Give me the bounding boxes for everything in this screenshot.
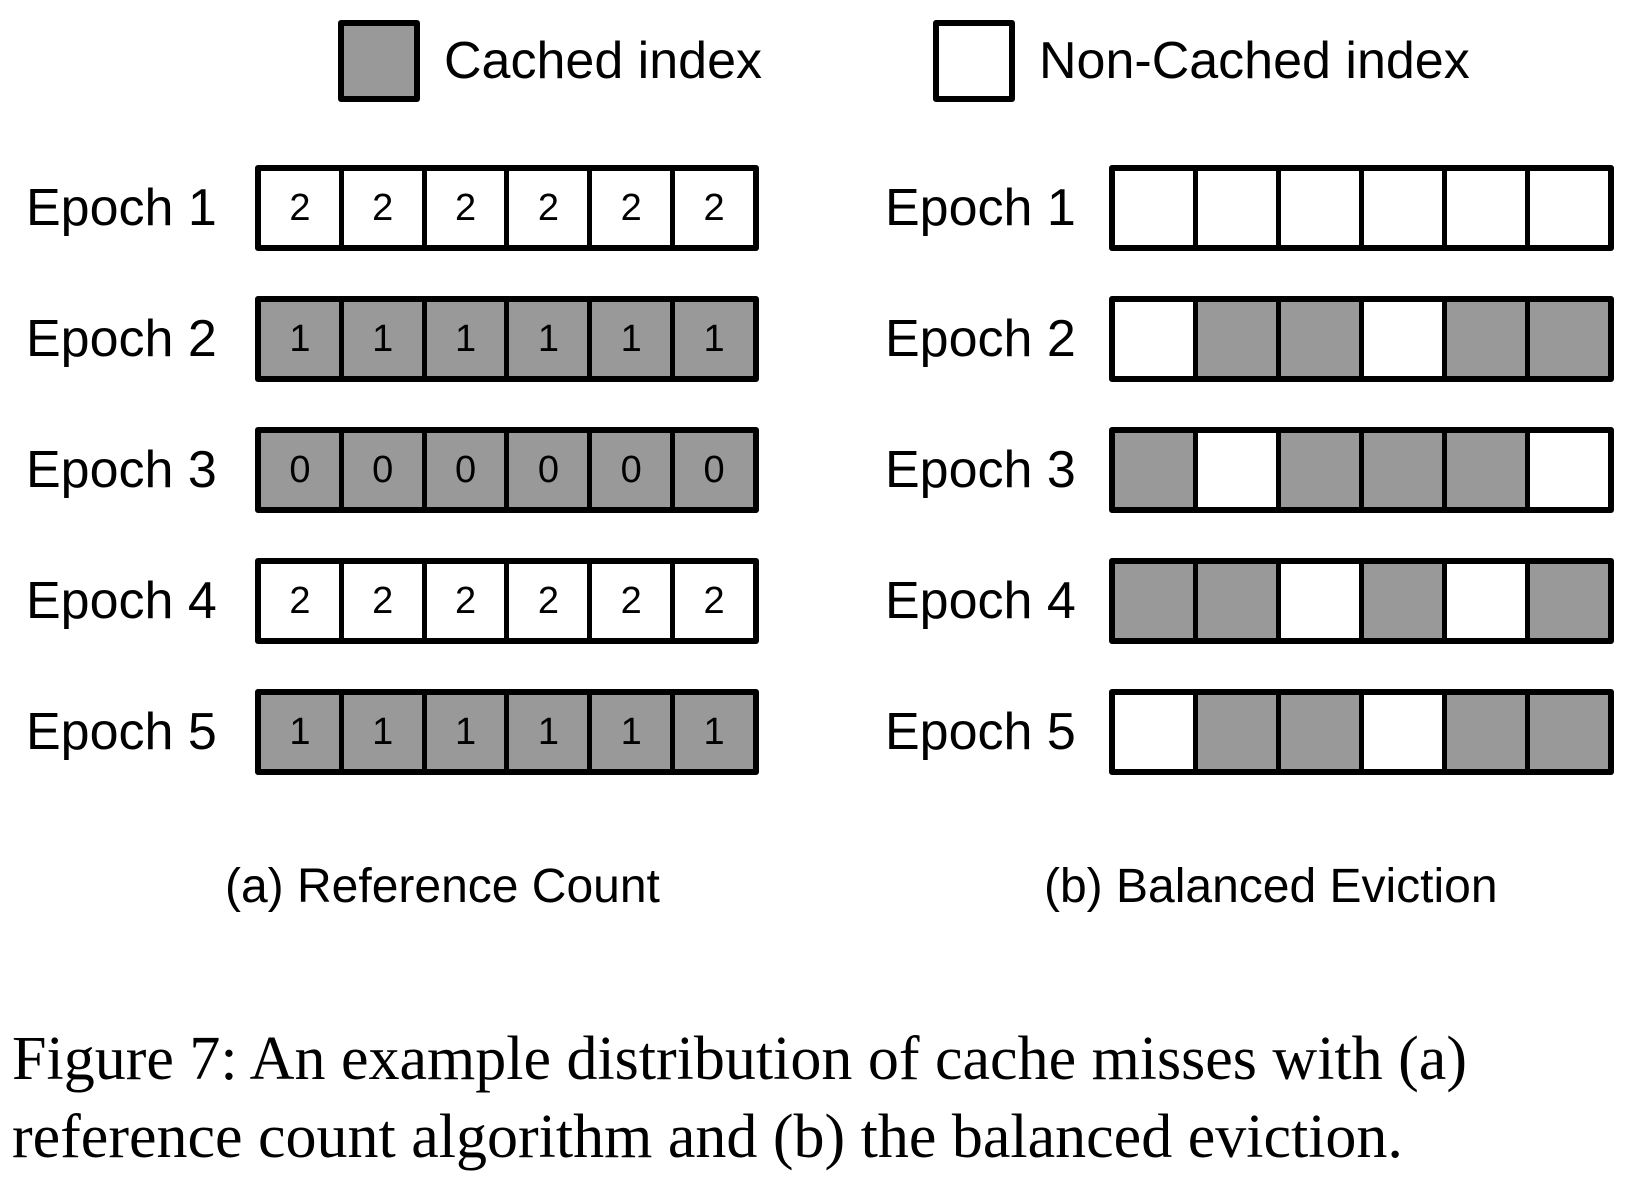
cached-index-cell: 1 (421, 302, 505, 376)
cached-index-cell (1442, 695, 1525, 769)
noncached-index-cell: 2 (587, 171, 671, 245)
epoch-label: Epoch 3 (26, 441, 217, 499)
cached-index-cell: 1 (261, 302, 339, 376)
legend-cached: Cached index (338, 18, 762, 104)
index-cell-strip (1109, 558, 1614, 644)
noncached-index-cell (1115, 695, 1193, 769)
cached-index-cell (1276, 695, 1359, 769)
noncached-index-cell: 2 (670, 171, 753, 245)
epoch-row: Epoch 2 (885, 296, 1627, 382)
epoch-row: Epoch 4 (885, 558, 1627, 644)
cached-index-cell (1525, 695, 1608, 769)
epoch-label: Epoch 2 (26, 310, 217, 368)
noncached-index-cell (1359, 302, 1442, 376)
cached-index-cell: 0 (421, 433, 505, 507)
legend-cached-swatch (338, 20, 420, 102)
noncached-index-cell: 2 (338, 171, 422, 245)
legend-cached-label: Cached index (444, 32, 762, 90)
noncached-index-cell: 2 (670, 564, 753, 638)
cached-index-cell: 1 (338, 302, 422, 376)
epoch-label: Epoch 5 (885, 703, 1076, 761)
cached-index-cell (1193, 302, 1276, 376)
cached-index-cell: 1 (670, 302, 753, 376)
cached-index-cell (1442, 302, 1525, 376)
noncached-index-cell (1442, 564, 1525, 638)
cached-index-cell: 0 (587, 433, 671, 507)
noncached-index-cell: 2 (504, 171, 588, 245)
index-cell-strip (1109, 427, 1614, 513)
noncached-index-cell: 2 (261, 171, 339, 245)
epoch-label: Epoch 2 (885, 310, 1076, 368)
noncached-index-cell (1359, 171, 1442, 245)
cached-index-cell: 1 (587, 302, 671, 376)
cached-index-cell (1193, 695, 1276, 769)
cached-index-cell (1525, 302, 1608, 376)
noncached-index-cell: 2 (338, 564, 422, 638)
noncached-index-cell: 2 (261, 564, 339, 638)
epoch-label: Epoch 1 (885, 179, 1076, 237)
noncached-index-cell (1525, 433, 1608, 507)
epoch-label: Epoch 4 (26, 572, 217, 630)
cached-index-cell: 0 (670, 433, 753, 507)
cached-index-cell (1276, 433, 1359, 507)
cached-index-cell: 1 (338, 695, 422, 769)
epoch-label: Epoch 4 (885, 572, 1076, 630)
legend-noncached-label: Non-Cached index (1039, 32, 1470, 90)
noncached-index-cell: 2 (421, 171, 505, 245)
noncached-index-cell (1442, 171, 1525, 245)
cached-index-cell: 1 (504, 302, 588, 376)
cached-index-cell (1525, 564, 1608, 638)
caption-panel-a: (a) Reference Count (225, 860, 660, 913)
noncached-index-cell (1193, 433, 1276, 507)
epoch-label: Epoch 3 (885, 441, 1076, 499)
noncached-index-cell (1115, 302, 1193, 376)
noncached-index-cell: 2 (504, 564, 588, 638)
caption-panel-b: (b) Balanced Eviction (1044, 860, 1498, 913)
cached-index-cell (1115, 564, 1193, 638)
figure-caption: Figure 7: An example distribution of cac… (12, 1025, 1467, 1171)
epoch-row: Epoch 5 (885, 689, 1627, 775)
cached-index-cell (1115, 433, 1193, 507)
noncached-index-cell (1115, 171, 1193, 245)
epoch-label: Epoch 5 (26, 703, 217, 761)
cached-index-cell (1359, 564, 1442, 638)
index-cell-strip (1109, 689, 1614, 775)
cached-index-cell: 0 (261, 433, 339, 507)
noncached-index-cell (1359, 695, 1442, 769)
noncached-index-cell (1276, 564, 1359, 638)
noncached-index-cell (1193, 171, 1276, 245)
cached-index-cell: 1 (587, 695, 671, 769)
epoch-row: Epoch 1 (885, 165, 1627, 251)
cached-index-cell: 1 (504, 695, 588, 769)
epoch-label: Epoch 1 (26, 179, 217, 237)
cached-index-cell (1442, 433, 1525, 507)
index-cell-strip (1109, 165, 1614, 251)
noncached-index-cell: 2 (421, 564, 505, 638)
cached-index-cell (1193, 564, 1276, 638)
cached-index-cell (1359, 433, 1442, 507)
legend-noncached-swatch (933, 20, 1015, 102)
cached-index-cell: 1 (421, 695, 505, 769)
legend-noncached: Non-Cached index (933, 18, 1470, 104)
cached-index-cell: 1 (261, 695, 339, 769)
cached-index-cell (1276, 302, 1359, 376)
noncached-index-cell (1525, 171, 1608, 245)
cached-index-cell: 1 (670, 695, 753, 769)
cached-index-cell: 0 (504, 433, 588, 507)
epoch-row: Epoch 3 (885, 427, 1627, 513)
cached-index-cell: 0 (338, 433, 422, 507)
noncached-index-cell (1276, 171, 1359, 245)
index-cell-strip (1109, 296, 1614, 382)
noncached-index-cell: 2 (587, 564, 671, 638)
